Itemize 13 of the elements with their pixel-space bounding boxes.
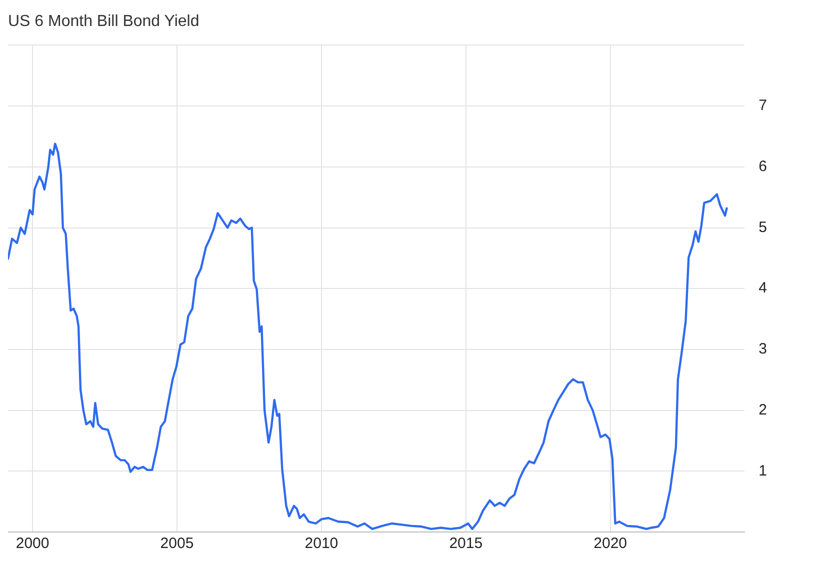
y-tick-label: 7 <box>758 97 767 114</box>
y-tick-label: 5 <box>758 218 767 236</box>
y-tick-label: 1 <box>758 462 767 480</box>
y-tick-label: 6 <box>758 158 767 176</box>
y-tick-label: 2 <box>758 401 767 418</box>
x-tick-label: 2015 <box>449 535 483 552</box>
x-tick-label: 2010 <box>304 535 338 552</box>
y-tick-label: 4 <box>758 280 767 297</box>
x-tick-label: 2000 <box>16 535 50 552</box>
x-tick-label: 2020 <box>594 535 628 552</box>
chart-title: US 6 Month Bill Bond Yield <box>8 13 200 30</box>
x-tick-label: 2005 <box>160 535 194 552</box>
y-tick-label: 3 <box>758 340 767 358</box>
